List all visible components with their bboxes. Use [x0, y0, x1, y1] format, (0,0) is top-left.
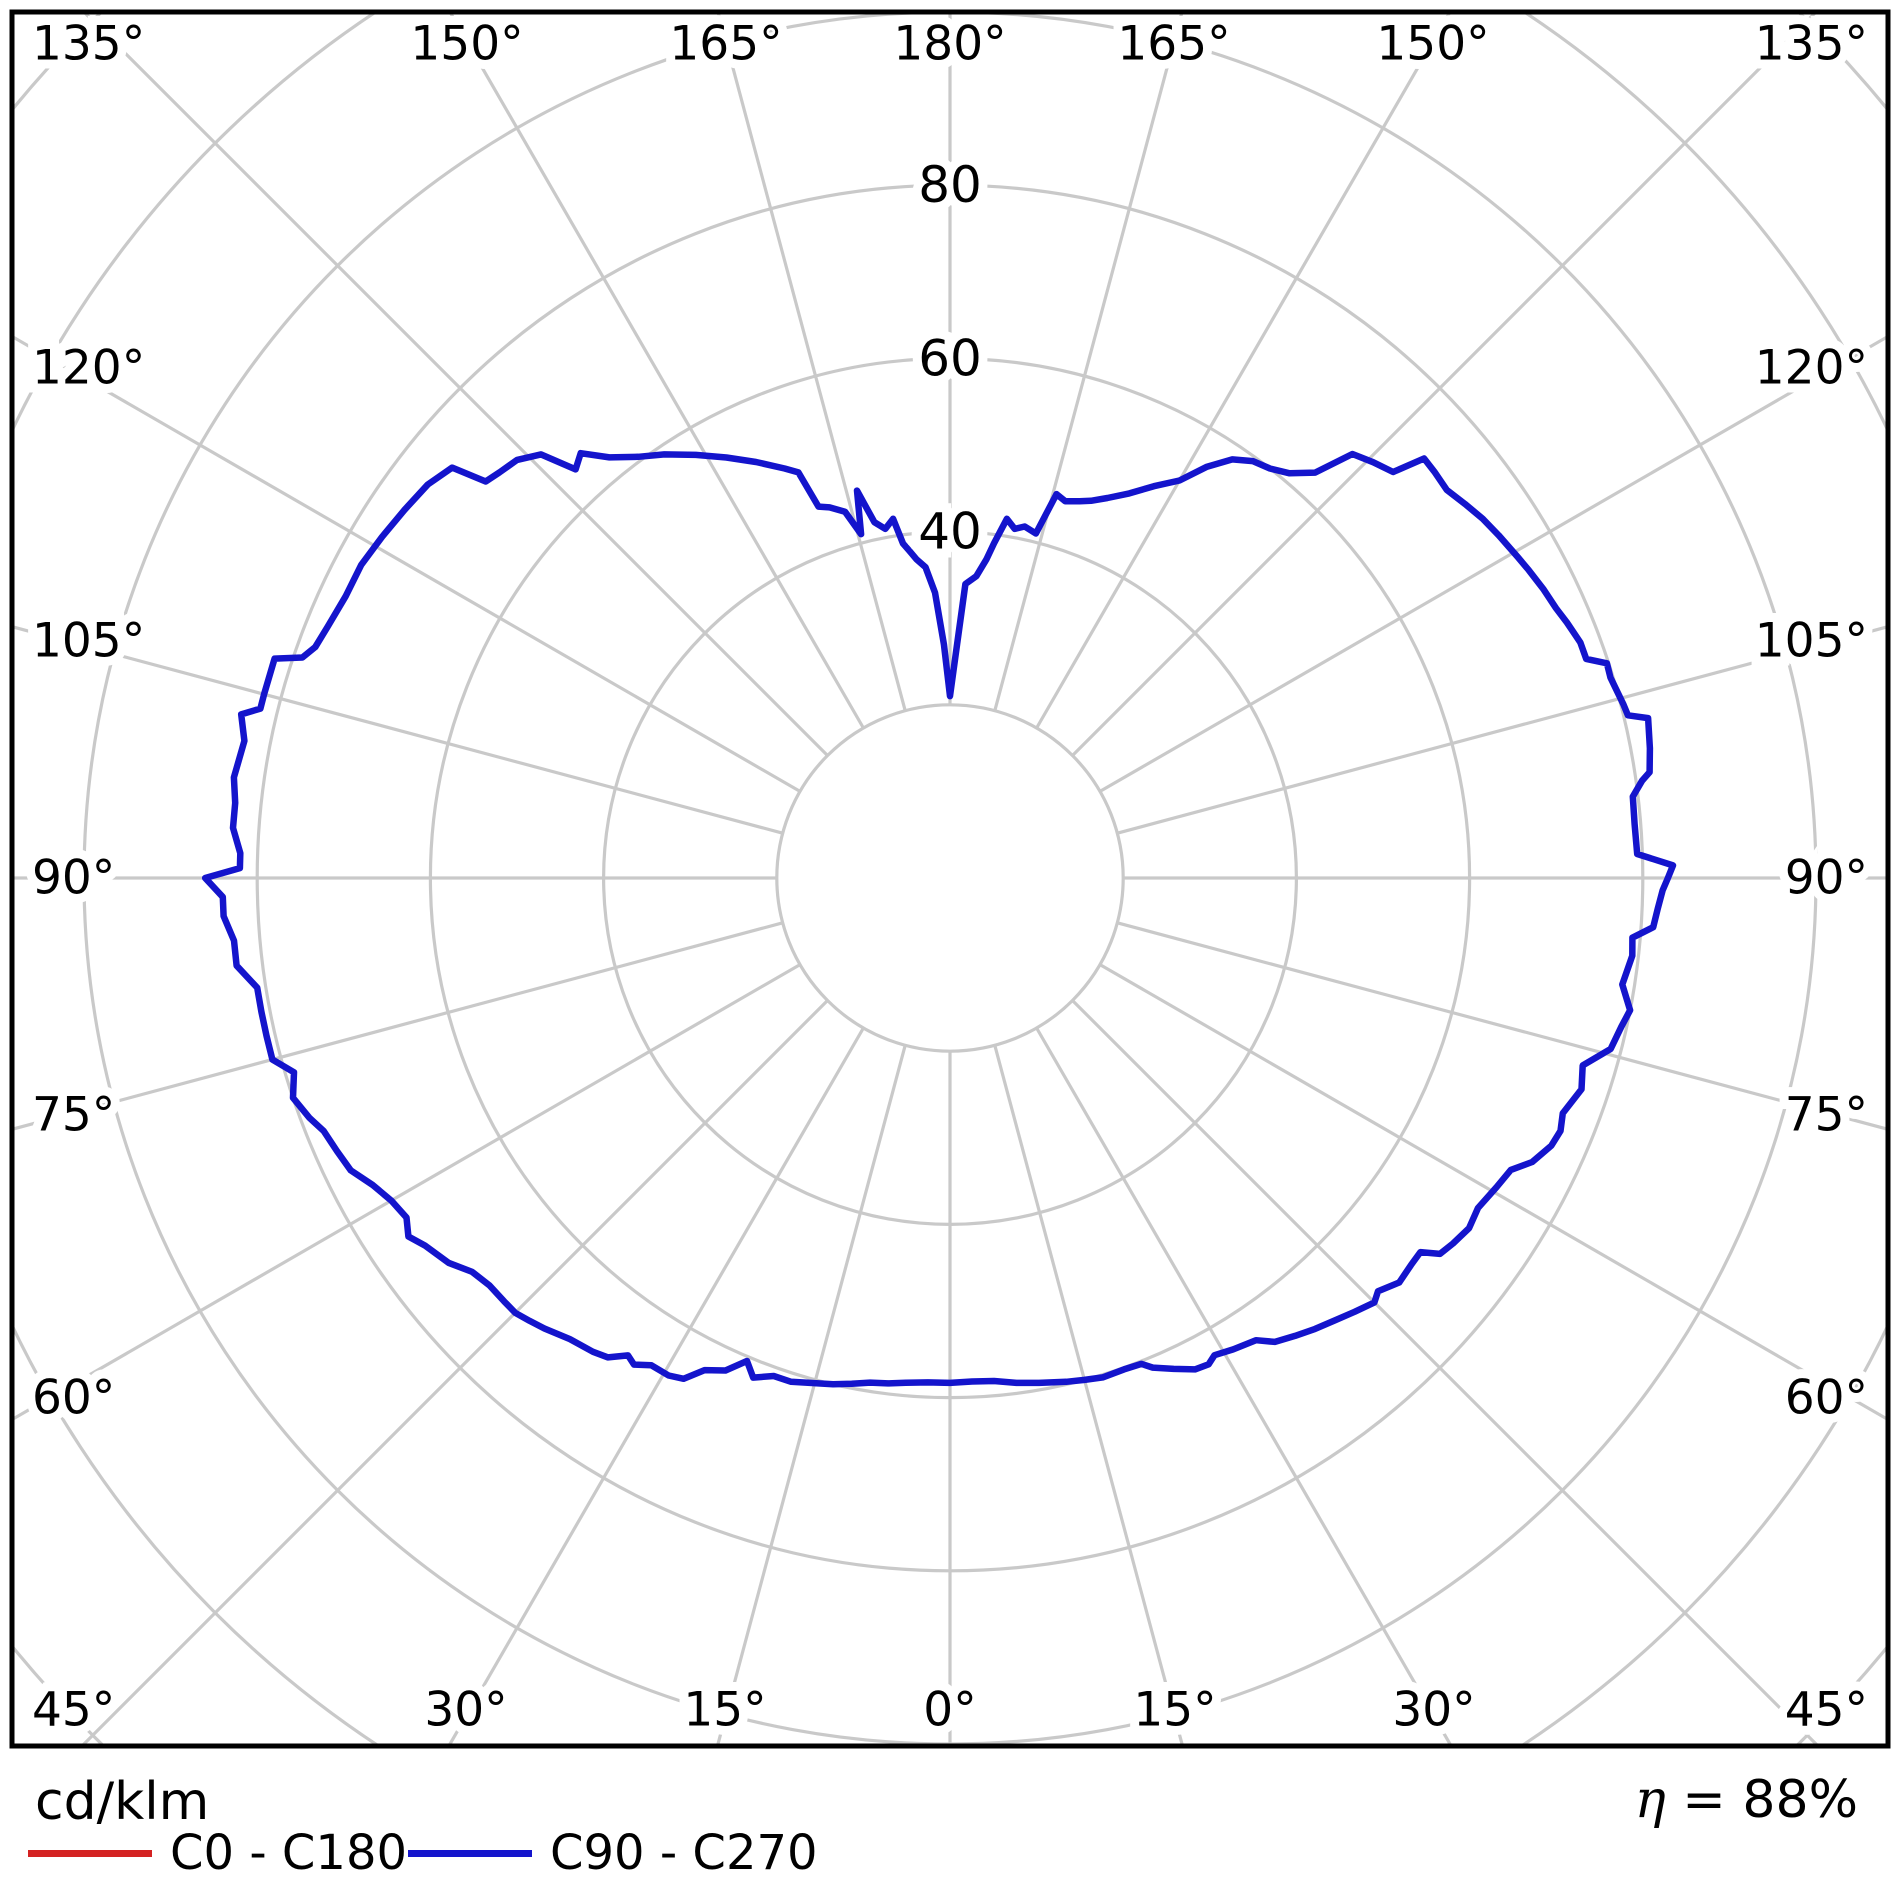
grid-circle-20: [775, 703, 1125, 1053]
angle-label-top-3: 180°: [893, 17, 1006, 72]
grid-spoke-210: [448, 12, 865, 729]
grid-spoke-330: [446, 1027, 865, 1746]
radius-label-40: 40: [918, 503, 982, 561]
grid-spoke-75: [1116, 921, 1888, 1131]
angle-label-bottom-2: 15°: [683, 1683, 766, 1738]
grid-spoke-165: [993, 12, 1184, 712]
angle-label-bottom-0: 45°: [32, 1683, 115, 1738]
angle-label-left-0: 120°: [32, 341, 145, 396]
angle-label-bottom-3: 0°: [923, 1683, 976, 1738]
grid-spoke-255: [12, 625, 784, 835]
angle-label-bottom-6: 45°: [1785, 1683, 1868, 1738]
grid-spoke-300: [12, 963, 801, 1422]
grid-spoke-285: [12, 921, 784, 1131]
plot-frame: [9, 9, 1891, 1749]
angle-label-top-5: 150°: [1376, 17, 1489, 72]
angle-label-bottom-5: 30°: [1392, 1683, 1475, 1738]
grid-spoke-60: [1099, 963, 1888, 1422]
grid-spoke-135: [1071, 12, 1819, 757]
grid-spoke-45: [1071, 999, 1821, 1746]
grid-spoke-240: [12, 334, 801, 793]
grid-spoke-195: [716, 12, 907, 712]
eta-symbol: η: [1634, 1770, 1666, 1830]
angle-label-left-4: 60°: [32, 1371, 115, 1426]
angle-label-right-4: 60°: [1785, 1371, 1868, 1426]
angle-label-top-0: 135°: [32, 17, 145, 72]
legend-label-c0-c180: C0 - C180: [170, 1825, 408, 1881]
legend-item-c0-c180: C0 - C180: [28, 1825, 408, 1881]
angle-label-right-3: 75°: [1785, 1088, 1868, 1143]
angle-label-right-0: 120°: [1755, 341, 1868, 396]
efficiency-label: η = 88%: [1635, 1770, 1858, 1830]
angle-label-top-4: 165°: [1117, 17, 1230, 72]
angle-label-left-3: 75°: [32, 1088, 115, 1143]
grid-spoke-105: [1116, 625, 1888, 835]
legend-label-c90-c270: C90 - C270: [550, 1825, 818, 1881]
legend-item-c90-c270: C90 - C270: [408, 1825, 818, 1881]
legend-line-blue: [408, 1849, 532, 1857]
eta-value: = 88%: [1665, 1770, 1858, 1830]
angle-label-right-2: 90°: [1785, 851, 1868, 906]
grid-spoke-225: [81, 12, 829, 757]
angle-label-left-1: 105°: [32, 614, 145, 669]
grid-spoke-15: [993, 1044, 1185, 1746]
legend: C0 - C180 C90 - C270: [0, 1825, 1900, 1881]
curve-c90-c270: [201, 449, 1677, 1388]
grid-spoke-150: [1035, 12, 1452, 729]
angle-label-top-2: 165°: [669, 17, 782, 72]
angle-label-right-1: 105°: [1755, 614, 1868, 669]
radius-label-60: 60: [918, 329, 982, 387]
units-label: cd/klm: [35, 1772, 210, 1832]
angle-label-left-2: 90°: [32, 851, 115, 906]
angle-label-top-1: 150°: [410, 17, 523, 72]
grid-spoke-345: [715, 1044, 907, 1746]
legend-line-red: [28, 1849, 152, 1857]
angle-label-top-6: 135°: [1755, 17, 1868, 72]
angle-label-bottom-1: 30°: [424, 1683, 507, 1738]
radius-label-80: 80: [918, 156, 982, 214]
grid-spoke-315: [79, 999, 829, 1746]
grid-spoke-120: [1099, 334, 1888, 793]
grid-spoke-30: [1035, 1027, 1454, 1746]
angle-label-bottom-4: 15°: [1133, 1683, 1216, 1738]
